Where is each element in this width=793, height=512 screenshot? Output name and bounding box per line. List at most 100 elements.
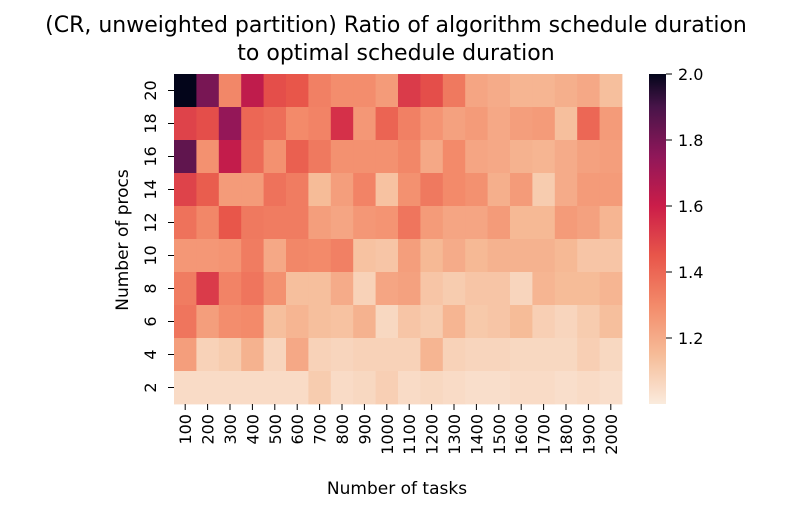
heatmap-cell [420,338,444,372]
heatmap-cell [375,107,399,141]
heatmap-cell [375,371,399,405]
heatmap-cell [218,272,242,306]
y-tick-label: 4 [141,349,160,359]
heatmap-cell [442,140,466,174]
y-tick-label: 18 [141,113,160,133]
colorbar-tick-label: 1.8 [678,131,703,150]
heatmap-cell [353,272,376,306]
heatmap-cell [420,239,444,273]
heatmap-cell [554,74,578,108]
heatmap-cell [375,173,399,207]
heatmap-cell [420,272,444,306]
heatmap-cell [286,272,309,306]
heatmap-cell [487,239,511,273]
heatmap-cell [577,239,600,273]
heatmap-cell [330,107,354,141]
heatmap-cell [330,140,354,174]
heatmap-cell [510,173,533,207]
y-tick-label: 12 [141,212,160,232]
heatmap-cell [442,74,466,108]
heatmap-cell [286,338,309,372]
heatmap-cell [577,305,600,339]
x-tick-label: 100 [176,414,195,445]
heatmap-cell [487,173,511,207]
heatmap-cell [465,272,488,306]
heatmap-cell [510,239,533,273]
heatmap-cell [577,107,600,141]
x-tick-label: 400 [243,414,262,445]
heatmap-cell [308,305,332,339]
heatmap-cell [241,272,264,306]
heatmap-cell [599,305,623,339]
heatmap-cell [465,140,488,174]
heatmap-cell [532,140,556,174]
heatmap-cell [554,107,578,141]
heatmap-cell [263,206,287,240]
heatmap-cell [465,305,488,339]
heatmap-cell [554,305,578,339]
heatmap-cell [353,206,376,240]
heatmap-cell [196,107,220,141]
heatmap-cell [263,338,287,372]
heatmap-cell [420,140,444,174]
heatmap-cell [218,305,242,339]
heatmap-cell [577,74,600,108]
heatmap-cell [532,272,556,306]
x-tick-label: 1200 [423,414,442,455]
heatmap-cell [375,272,399,306]
heatmap-cell [577,140,600,174]
x-tick-label: 1700 [535,414,554,455]
heatmap-cell [554,371,578,405]
heatmap-cell [353,74,376,108]
heatmap-cell [599,239,623,273]
heatmap-cell [487,74,511,108]
heatmap-cell [263,371,287,405]
heatmap-cell [286,107,309,141]
heatmap-cell [353,140,376,174]
heatmap-cell [174,239,197,273]
heatmap-cell [330,371,354,405]
heatmap-cell [554,206,578,240]
heatmap-cell [465,107,488,141]
heatmap-cell [599,107,623,141]
heatmap-cell [532,239,556,273]
heatmap-cell [196,272,220,306]
heatmap-cell [308,140,332,174]
heatmap-cell [375,305,399,339]
heatmap-cell [241,239,264,273]
heatmap-cell [532,107,556,141]
heatmap-cell [577,173,600,207]
heatmap-cell [286,206,309,240]
y-axis-label: Number of procs [113,169,133,311]
y-tick-label: 14 [141,179,160,199]
y-tick-label: 10 [141,245,160,265]
heatmap-cell [218,74,242,108]
heatmap-cell [510,206,533,240]
heatmap-cell [599,338,623,372]
heatmap-cell [398,74,421,108]
heatmap-cell [398,371,421,405]
heatmap-cell [375,74,399,108]
heatmap-cell [420,371,444,405]
heatmap-cell [241,74,264,108]
heatmap-cell [330,74,354,108]
heatmap-cell [241,206,264,240]
heatmap-cell [510,272,533,306]
heatmap-cell [330,272,354,306]
heatmap-cell [487,305,511,339]
heatmap-cell [465,173,488,207]
heatmap-cell [420,107,444,141]
colorbar-ticks: 1.2 1.4 1.6 1.8 2.0 [666,65,703,348]
heatmap-cell [286,305,309,339]
heatmap-cell [196,74,220,108]
heatmap-cell [510,305,533,339]
heatmap-cell [398,305,421,339]
heatmap-cell [353,371,376,405]
heatmap-cell [308,173,332,207]
heatmap-cell [532,74,556,108]
heatmap-cell [420,173,444,207]
heatmap-cell [218,107,242,141]
heatmap-cell [442,107,466,141]
x-tick-label: 300 [221,414,240,445]
heatmap-cell [174,305,197,339]
